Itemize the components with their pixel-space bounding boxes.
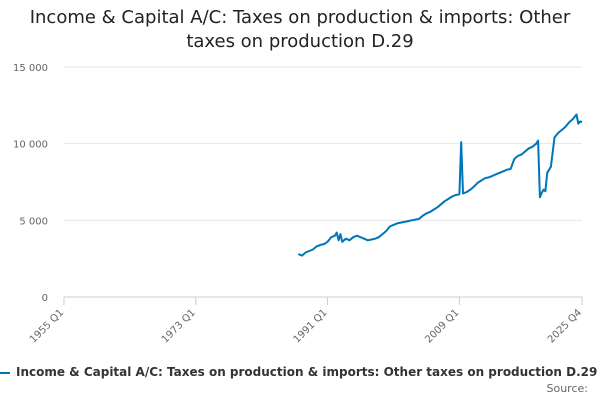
y-tick-label: 5 000 xyxy=(19,216,48,227)
legend-swatch xyxy=(0,371,10,374)
chart-title-line-2: taxes on production D.29 xyxy=(186,31,414,52)
y-tick-label: 15 000 xyxy=(13,63,48,74)
x-tick-label: 1955 Q1 xyxy=(28,307,66,345)
y-tick-label: 0 xyxy=(42,293,48,304)
y-tick-label: 10 000 xyxy=(13,140,48,151)
x-tick-label: 2025 Q4 xyxy=(546,307,584,345)
legend-label: Income & Capital A/C: Taxes on productio… xyxy=(16,365,598,379)
chart-title-line-1: Income & Capital A/C: Taxes on productio… xyxy=(29,7,571,28)
x-tick-label: 1973 Q1 xyxy=(160,307,198,345)
source-label: Source: xyxy=(546,382,589,395)
x-tick-label: 2009 Q1 xyxy=(423,307,461,345)
chart-title: Income & Capital A/C: Taxes on productio… xyxy=(0,6,600,54)
x-tick-label: 1991 Q1 xyxy=(292,307,330,345)
legend[interactable]: Income & Capital A/C: Taxes on productio… xyxy=(0,365,600,383)
series-line xyxy=(297,113,583,257)
